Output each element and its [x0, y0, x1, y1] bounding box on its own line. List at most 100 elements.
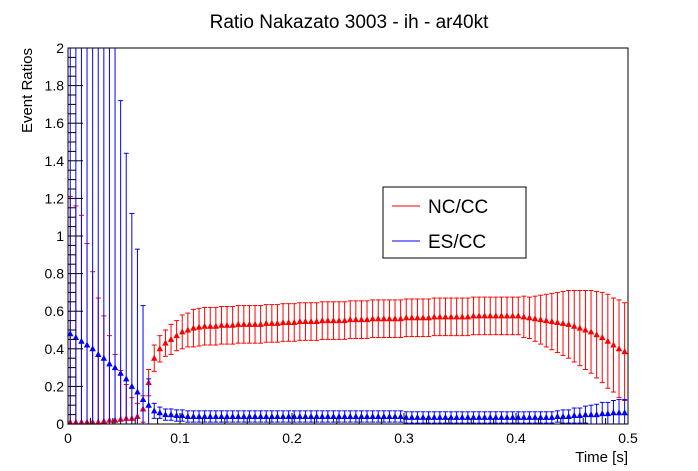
data-point [380, 315, 388, 322]
data-point [593, 331, 600, 338]
data-point [414, 413, 421, 420]
y-tick-label: 1 [56, 228, 64, 244]
data-point [274, 412, 281, 419]
data-point [195, 412, 203, 419]
y-tick-label: 0.6 [45, 303, 65, 319]
y-tick-label: 0.2 [45, 378, 65, 394]
data-point [218, 321, 225, 328]
data-point [565, 412, 572, 419]
data-point [369, 315, 376, 322]
legend-label-nc-cc: NC/CC [428, 197, 488, 218]
data-point [201, 412, 208, 419]
data-point [576, 412, 584, 419]
data-point [235, 412, 242, 419]
data-point [459, 413, 466, 420]
data-point [67, 330, 74, 337]
x-tick-label: 0 [64, 430, 72, 446]
data-point [229, 412, 236, 419]
data-point [307, 318, 315, 325]
data-point [492, 413, 500, 420]
data-point [235, 320, 242, 327]
data-point [582, 326, 589, 333]
data-point [599, 334, 606, 341]
data-point [358, 316, 365, 323]
data-point [347, 412, 354, 419]
data-point [190, 412, 197, 419]
data-point [419, 314, 427, 321]
data-point [156, 409, 164, 416]
data-point [190, 324, 197, 331]
data-point [515, 312, 522, 319]
data-point [78, 337, 85, 344]
data-point [380, 412, 388, 419]
data-point [397, 412, 404, 419]
x-tick-label: 0.1 [170, 430, 190, 446]
data-point [296, 412, 304, 419]
data-point [223, 321, 231, 328]
data-point [240, 320, 248, 327]
data-point [179, 412, 186, 419]
data-point [296, 318, 304, 325]
data-point [274, 319, 281, 326]
data-point [229, 321, 236, 328]
data-point [145, 401, 152, 408]
x-axis: 0 0.1 0.2 0.3 0.4 0.5 [64, 413, 638, 446]
y-tick-label: 0.8 [45, 266, 65, 282]
legend-label-es-cc: ES/CC [428, 232, 486, 253]
data-point [442, 313, 449, 320]
data-point [559, 412, 567, 419]
data-point [503, 413, 511, 420]
data-point [425, 314, 432, 321]
data-point [554, 318, 561, 325]
y-tick-label: 1.6 [45, 115, 65, 131]
chart-title: Ratio Nakazato 3003 - ih - ar40kt [210, 12, 490, 33]
data-point [431, 413, 438, 420]
data-point [386, 412, 393, 419]
data-point [615, 409, 623, 416]
y-tick-label: 0 [56, 416, 64, 432]
data-point [526, 413, 533, 420]
data-point [162, 339, 169, 346]
data-point [403, 413, 410, 420]
data-point [548, 413, 556, 420]
data-point [201, 322, 208, 329]
data-point [319, 317, 326, 324]
data-point [358, 412, 365, 419]
data-point [369, 412, 376, 419]
data-point [391, 315, 399, 322]
data-point [520, 313, 528, 320]
data-point [313, 412, 320, 419]
data-point [464, 313, 472, 320]
data-point [515, 413, 522, 420]
data-point [307, 412, 315, 419]
data-point [509, 413, 516, 420]
data-point [111, 364, 119, 371]
data-point [313, 318, 320, 325]
data-point [240, 412, 248, 419]
data-point [173, 332, 180, 339]
data-point [223, 412, 231, 419]
data-point [582, 411, 589, 418]
data-point [285, 318, 292, 325]
x-tick-label: 0.5 [618, 430, 638, 446]
data-point [184, 326, 192, 333]
data-point [324, 317, 332, 324]
data-point [162, 411, 169, 418]
data-point [89, 345, 96, 352]
data-point [179, 328, 186, 335]
data-point [576, 324, 584, 331]
data-point [330, 412, 337, 419]
data-point [268, 412, 276, 419]
data-point [464, 413, 472, 420]
data-point [593, 411, 600, 418]
data-point [447, 313, 455, 320]
x-tick-label: 0.3 [394, 430, 414, 446]
data-point [571, 412, 578, 419]
data-point [571, 322, 578, 329]
data-point [207, 412, 214, 419]
data-point [184, 412, 192, 419]
data-point [156, 345, 164, 352]
data-point [363, 316, 371, 323]
data-point [475, 413, 483, 420]
data-point [442, 413, 449, 420]
